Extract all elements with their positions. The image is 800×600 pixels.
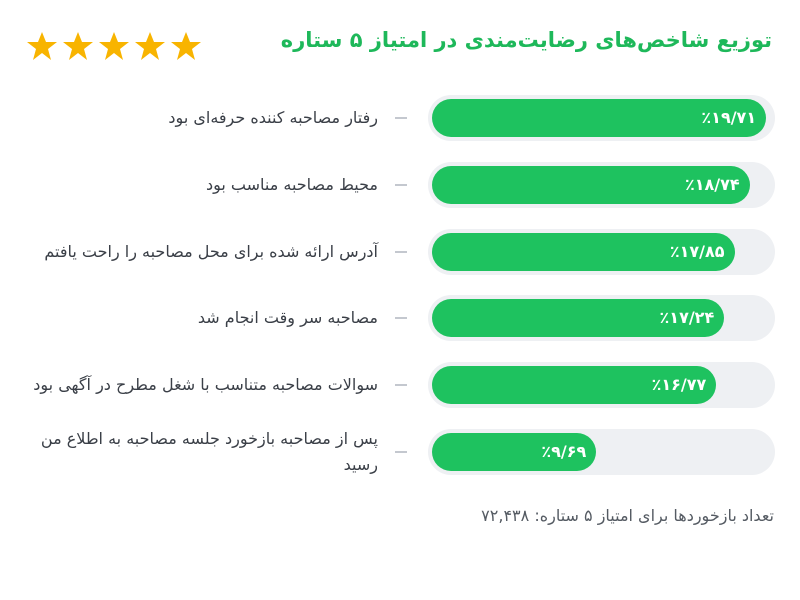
value-label: ٪۱۹/۷۱ — [701, 108, 757, 127]
value-label: ٪۱۷/۲۴ — [659, 308, 715, 328]
separator — [395, 183, 407, 186]
bar: ٪۱۸/۷۴ — [432, 165, 750, 204]
value-label: ٪۱۶/۷۷ — [651, 375, 707, 395]
bar: ٪۱۷/۸۵ — [432, 232, 735, 271]
category-label: سوالات مصاحبه متناسب با شغل مطرح در آگهی… — [33, 375, 378, 395]
category-label: محیط مصاحبه مناسب بود — [205, 174, 378, 194]
chart-title: توزیع شاخص‌های رضایت‌مندی در امتیاز ۵ ست… — [280, 28, 772, 52]
separator — [395, 317, 407, 320]
bar: ٪۹/۶۹ — [432, 433, 597, 471]
category-label: رفتار مصاحبه کننده حرفه‌ای بود — [168, 108, 378, 127]
value-label: ٪۹/۶۹ — [541, 442, 587, 461]
value-label: ٪۱۸/۷۴ — [684, 174, 740, 194]
separator — [395, 384, 407, 387]
category-label: آدرس ارائه شده برای محل مصاحبه را راحت ی… — [44, 241, 378, 261]
category-label: پس از مصاحبه بازخورد جلسه مصاحبه به اطلا… — [40, 429, 378, 474]
bar: ٪۱۶/۷۷ — [432, 366, 717, 405]
annotation: تعداد بازخوردها برای امتیاز ۵ ستاره: ۷۲,… — [481, 506, 774, 525]
bar: ٪۱۹/۷۱ — [432, 99, 767, 137]
bar: ٪۱۷/۲۴ — [432, 299, 725, 338]
category-label: مصاحبه سر وقت انجام شد — [197, 308, 378, 328]
separator — [395, 117, 407, 119]
stars — [27, 32, 201, 60]
value-label: ٪۱۷/۸۵ — [669, 241, 725, 261]
separator — [395, 250, 407, 253]
separator — [395, 451, 407, 453]
